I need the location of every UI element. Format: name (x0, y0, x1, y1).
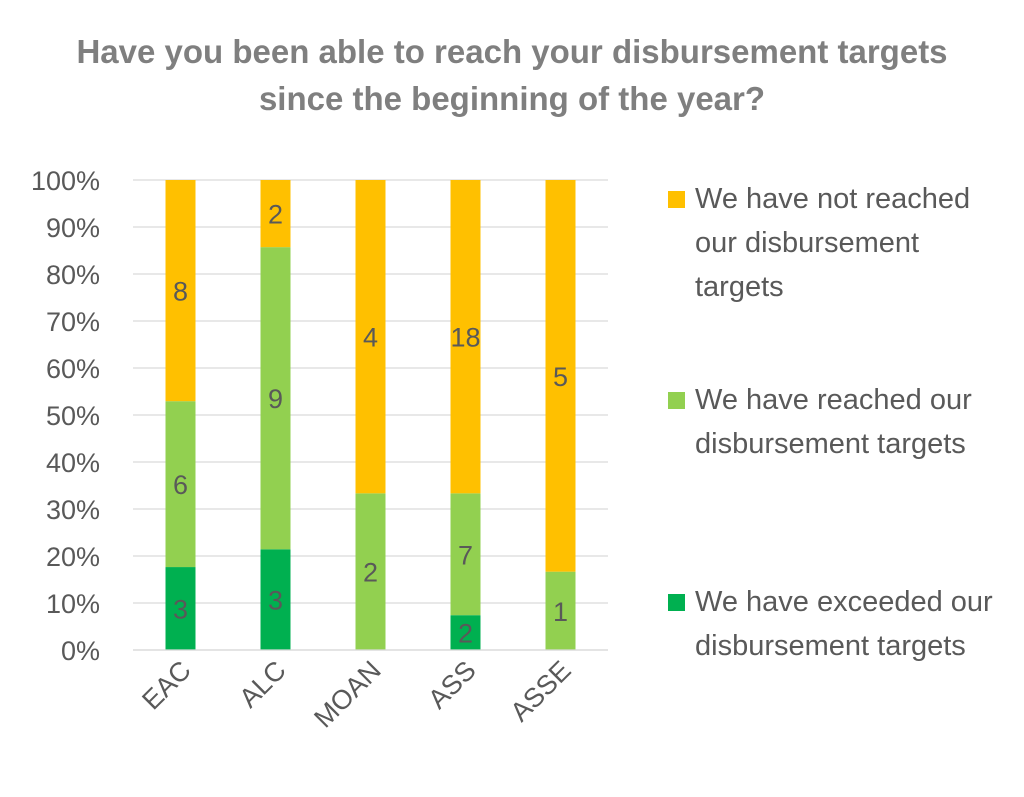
bar-segment (545, 180, 576, 572)
bar-segment (450, 180, 481, 494)
data-label: 1 (553, 597, 568, 627)
y-tick-label: 10% (46, 589, 100, 619)
chart-title: Have you been able to reach your disburs… (0, 28, 1024, 122)
bar-segment (450, 493, 481, 616)
data-label: 2 (268, 200, 283, 230)
y-tick-label: 0% (61, 636, 100, 666)
y-tick-label: 40% (46, 448, 100, 478)
bar-segment (260, 549, 291, 650)
y-tick-label: 100% (31, 166, 100, 196)
legend-label-reached: We have reached our disbursement targets (695, 384, 972, 460)
data-label: 2 (363, 558, 378, 588)
data-label: 7 (458, 540, 473, 570)
data-label: 4 (363, 323, 378, 353)
x-tick-label: ALC (233, 655, 291, 713)
bar-segment (165, 180, 196, 402)
x-tick-label: ASS (422, 655, 481, 714)
legend-swatch-exceeded (668, 594, 685, 611)
data-label: 2 (458, 619, 473, 649)
data-label: 9 (268, 384, 283, 414)
y-tick-label: 30% (46, 495, 100, 525)
data-label: 18 (450, 323, 480, 353)
y-tick-label: 80% (46, 260, 100, 290)
bar-segment (165, 567, 196, 650)
legend-swatch-not-reached (668, 191, 685, 208)
bar-segment (260, 247, 291, 550)
legend-label-not-reached: We have not reached our disbursement tar… (695, 183, 971, 303)
bar-segment (450, 615, 481, 650)
legend-item-reached: We have reached our disbursement targets (668, 378, 1008, 466)
y-tick-label: 20% (46, 542, 100, 572)
data-label: 3 (173, 595, 188, 625)
y-tick-label: 50% (46, 401, 100, 431)
y-tick-label: 70% (46, 307, 100, 337)
bar-segment (355, 180, 386, 494)
x-tick-label: ASSE (505, 655, 577, 727)
legend-item-exceeded: We have exceeded our disbursement target… (668, 580, 1008, 668)
data-label: 5 (553, 362, 568, 392)
bar-segment (545, 571, 576, 650)
legend-item-not-reached: We have not reached our disbursement tar… (668, 177, 1008, 309)
bar-segment (165, 401, 196, 568)
x-tick-label: MOAN (308, 655, 386, 733)
bar-segment (260, 180, 291, 248)
data-label: 8 (173, 277, 188, 307)
legend-label-exceeded: We have exceeded our disbursement target… (695, 586, 993, 662)
chart-title-line-1: Have you been able to reach your disburs… (76, 33, 948, 70)
legend-swatch-reached (668, 392, 685, 409)
chart-title-line-2: since the beginning of the year? (258, 80, 766, 117)
y-tick-label: 90% (46, 213, 100, 243)
data-label: 3 (268, 586, 283, 616)
x-tick-label: EAC (136, 655, 196, 715)
bar-segment (355, 493, 386, 650)
data-label: 6 (173, 470, 188, 500)
y-tick-label: 60% (46, 354, 100, 384)
